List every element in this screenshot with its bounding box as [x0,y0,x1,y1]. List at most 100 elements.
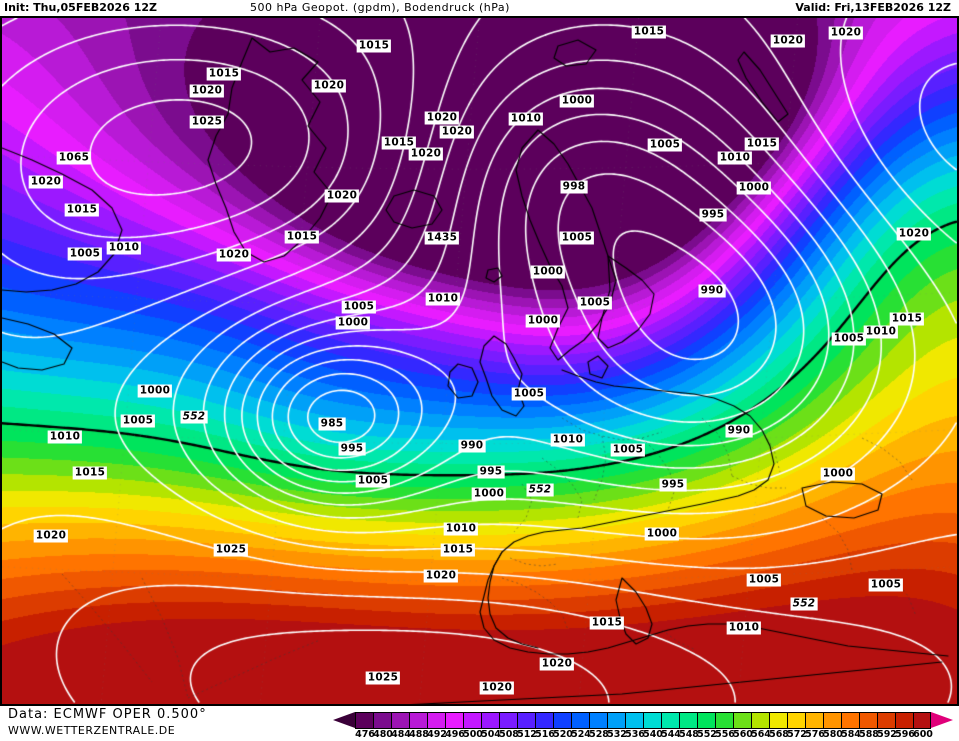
colorbar-high-arrow [931,712,953,728]
colorbar-cell [571,712,589,729]
pressure-contour-label: 1015 [381,136,417,150]
colorbar-swatches [355,712,931,729]
colorbar-tick: 476 [355,729,375,740]
geopotential-contour-label: 552 [180,410,208,424]
pressure-contour-label: 1005 [341,300,377,314]
colorbar-cell [805,712,823,729]
colorbar-low-arrow [333,712,355,728]
colorbar-cell [355,712,373,729]
pressure-contour-label: 1435 [424,231,460,245]
pressure-contour-label: 1020 [539,657,575,671]
pressure-contour-label: 1015 [631,25,667,39]
pressure-contour-label: 1025 [365,671,401,685]
pressure-contour-label: 1005 [647,138,683,152]
colorbar-tick: 520 [553,729,573,740]
colorbar-cell [553,712,571,729]
pressure-contour-label: 1010 [508,112,544,126]
colorbar-tick: 532 [607,729,627,740]
chart-header: Init: Thu,05FEB2026 12Z 500 hPa Geopot. … [0,0,959,16]
geopotential-contour-label: 552 [790,597,818,611]
pressure-contour-label: 1015 [440,543,476,557]
colorbar-cell [409,712,427,729]
colorbar-cell [697,712,715,729]
colorbar-tick: 544 [661,729,681,740]
pressure-contour-label: 1020 [479,681,515,695]
pressure-contour-label: 1015 [744,137,780,151]
colorbar-tick: 548 [679,729,699,740]
pressure-contour-label: 1015 [64,203,100,217]
colorbar-cell [787,712,805,729]
colorbar-tick: 540 [643,729,663,740]
pressure-contour-label: 1000 [559,94,595,108]
colorbar-cell [661,712,679,729]
pressure-contour-label: 1065 [56,151,92,165]
colorbar-tick: 536 [625,729,645,740]
colorbar-cell [589,712,607,729]
colorbar-cell [751,712,769,729]
init-time-label: Init: Thu,05FEB2026 12Z [4,1,157,14]
colorbar-tick: 496 [445,729,465,740]
pressure-contour-label: 1010 [443,522,479,536]
colorbar-cell [841,712,859,729]
pressure-contour-label: 995 [659,478,687,492]
colorbar-tick: 588 [859,729,879,740]
pressure-contour-label: 995 [699,208,727,222]
pressure-contour-label: 1015 [589,616,625,630]
pressure-contour-label: 1010 [550,433,586,447]
pressure-contour-label: 995 [338,442,366,456]
pressure-contour-label: 1000 [644,527,680,541]
colorbar-tick: 484 [391,729,411,740]
colorbar-cell [481,712,499,729]
colorbar-tick: 580 [823,729,843,740]
colorbar-tick: 488 [409,729,429,740]
colorbar-cell [715,712,733,729]
pressure-contour-label: 1015 [356,39,392,53]
colorbar-cell [463,712,481,729]
pressure-contour-label: 1020 [896,227,932,241]
pressure-contour-label: 1020 [33,529,69,543]
colorbar-cell [517,712,535,729]
pressure-contour-label: 1005 [610,443,646,457]
pressure-contour-label: 1020 [439,125,475,139]
colorbar-cell [895,712,913,729]
colorbar-tick: 564 [751,729,771,740]
pressure-contour-label: 1005 [67,247,103,261]
colorbar-tick: 492 [427,729,447,740]
pressure-contour-label: 1025 [213,543,249,557]
colorbar-tick: 556 [715,729,735,740]
colorbar-tick: 584 [841,729,861,740]
pressure-contour-label: 1015 [206,67,242,81]
pressure-contour-label: 1020 [408,147,444,161]
pressure-contour-label: 1010 [425,292,461,306]
pressure-contour-label: 1015 [72,466,108,480]
colorbar-tick: 516 [535,729,555,740]
pressure-contour-label: 990 [698,284,726,298]
colorbar-cell [499,712,517,729]
colorbar-tick: 576 [805,729,825,740]
colorbar-cell [607,712,625,729]
colorbar-tick: 560 [733,729,753,740]
pressure-contour-label: 995 [477,465,505,479]
colorbar-tick: 524 [571,729,591,740]
pressure-contour-label: 1000 [820,467,856,481]
website-label: WWW.WETTERZENTRALE.DE [8,724,176,737]
colorbar-cell [535,712,553,729]
colorbar-cell [427,712,445,729]
pressure-contour-label: 1010 [47,430,83,444]
pressure-contour-label: 1020 [770,34,806,48]
pressure-contour-label: 1005 [746,573,782,587]
pressure-contour-label: 1000 [525,314,561,328]
weather-map[interactable]: 1015 1015 1020 1020 1015 1020 1020 1000 1025 1020… [0,16,959,706]
colorbar-cell [733,712,751,729]
pressure-contour-label: 1010 [717,151,753,165]
map-render-canvas[interactable] [2,18,957,704]
pressure-contour-label: 990 [725,424,753,438]
pressure-contour-label: 1005 [355,474,391,488]
chart-title: 500 hPa Geopot. (gpdm), Bodendruck (hPa) [250,1,510,14]
colorbar-tick: 504 [481,729,501,740]
pressure-contour-label: 1015 [889,312,925,326]
pressure-contour-label: 1020 [424,111,460,125]
colorbar-cell [913,712,931,729]
colorbar-tick: 592 [877,729,897,740]
